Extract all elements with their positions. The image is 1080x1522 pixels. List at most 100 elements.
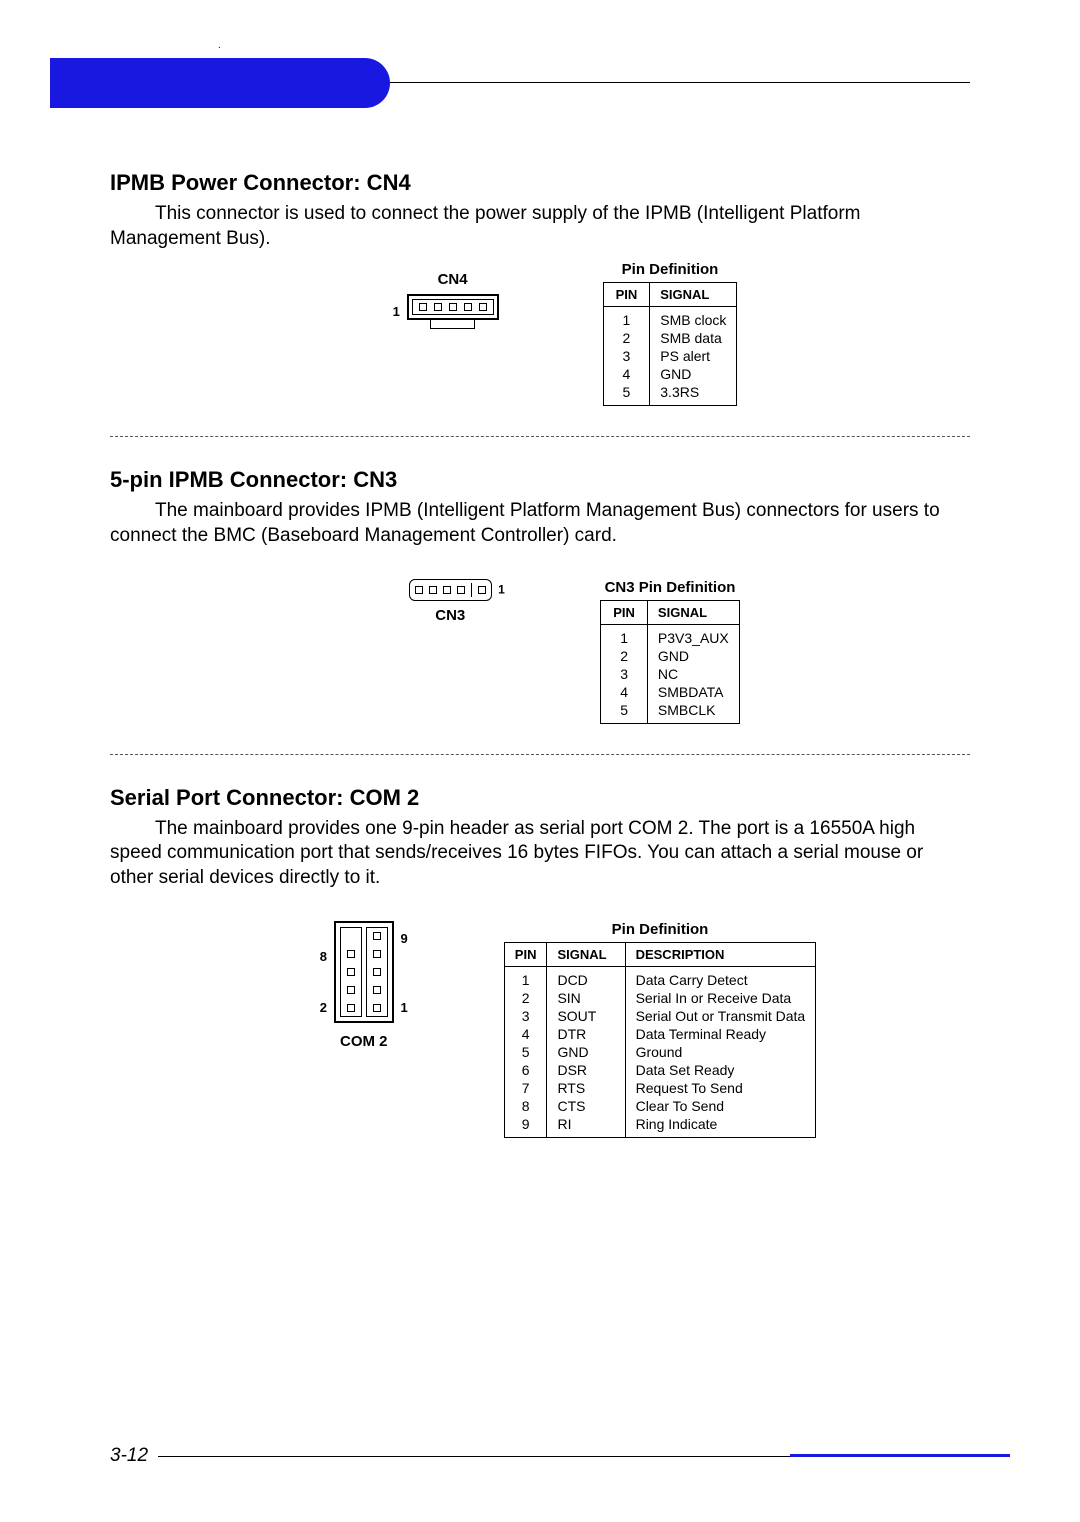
cell-signal: RI (547, 1115, 625, 1138)
cell-pin: 7 (504, 1079, 547, 1097)
cell-pin: 5 (603, 383, 650, 406)
table-row: 1SMB clock (603, 307, 737, 330)
cell-signal: SMB data (650, 329, 737, 347)
section-com2: Serial Port Connector: COM 2 The mainboa… (110, 785, 970, 1138)
connector-pin-icon (434, 303, 442, 311)
cell-pin: 1 (601, 624, 648, 647)
th-pin: PIN (504, 942, 547, 966)
cell-pin: 3 (601, 665, 648, 683)
cell-signal: DCD (547, 966, 625, 989)
th-desc: DESCRIPTION (625, 942, 816, 966)
cell-signal: P3V3_AUX (647, 624, 739, 647)
cell-pin: 3 (603, 347, 650, 365)
table-row: 6DSRData Set Ready (504, 1061, 815, 1079)
cell-pin: 1 (504, 966, 547, 989)
connector-pin-icon (347, 968, 355, 976)
connector-pin-icon (429, 586, 437, 594)
connector-pin-icon (419, 303, 427, 311)
heading-com2: Serial Port Connector: COM 2 (110, 785, 970, 811)
section-cn4: IPMB Power Connector: CN4 This connector… (110, 170, 970, 406)
th-signal: SIGNAL (547, 942, 625, 966)
cell-signal: 3.3RS (650, 383, 737, 406)
connector-pin-icon (464, 303, 472, 311)
cell-pin: 8 (504, 1097, 547, 1115)
page-footer: 3-12 (110, 1445, 970, 1467)
table-row: 2SMB data (603, 329, 737, 347)
table-row: 7RTSRequest To Send (504, 1079, 815, 1097)
cell-pin: 4 (601, 683, 648, 701)
table-row: 3NC (601, 665, 740, 683)
pin1-label-cn3: 1 (498, 582, 505, 596)
connector-pin-icon (373, 968, 381, 976)
th-signal: SIGNAL (647, 600, 739, 624)
table-row: 1P3V3_AUX (601, 624, 740, 647)
table-row: 1DCDData Carry Detect (504, 966, 815, 989)
table-row: 8CTSClear To Send (504, 1097, 815, 1115)
section-divider (110, 436, 970, 437)
cell-signal: SOUT (547, 1007, 625, 1025)
cell-pin: 2 (603, 329, 650, 347)
page-header: . (110, 40, 970, 100)
cell-pin: 6 (504, 1061, 547, 1079)
cell-pin: 9 (504, 1115, 547, 1138)
table-row: 5SMBCLK (601, 701, 740, 724)
cell-pin: 5 (601, 701, 648, 724)
connector-pin-icon (347, 950, 355, 958)
table-row: 5GNDGround (504, 1043, 815, 1061)
cell-pin: 2 (601, 647, 648, 665)
cell-signal: PS alert (650, 347, 737, 365)
cell-desc: Ground (625, 1043, 816, 1061)
table-title-cn4: Pin Definition (603, 261, 738, 278)
section-cn3: 5-pin IPMB Connector: CN3 The mainboard … (110, 467, 970, 723)
cell-desc: Data Terminal Ready (625, 1025, 816, 1043)
header-dot: . (218, 40, 221, 51)
diagram-com2: 9 8 1 2 (334, 921, 394, 1023)
th-signal: SIGNAL (650, 283, 737, 307)
cell-pin: 1 (603, 307, 650, 330)
connector-pin-icon (373, 1004, 381, 1012)
cell-desc: Data Carry Detect (625, 966, 816, 989)
diagram-cn3: 1 (409, 579, 492, 601)
body-cn4: This connector is used to connect the po… (110, 202, 970, 251)
table-row: 3PS alert (603, 347, 737, 365)
cell-desc: Serial Out or Transmit Data (625, 1007, 816, 1025)
connector-pin-icon (478, 586, 486, 594)
cell-signal: SIN (547, 989, 625, 1007)
cell-desc: Serial In or Receive Data (625, 989, 816, 1007)
cell-signal: CTS (547, 1097, 625, 1115)
table-com2: Pin Definition PIN SIGNAL DESCRIPTION 1D… (504, 921, 816, 1138)
th-pin: PIN (603, 283, 650, 307)
header-rule (390, 82, 970, 83)
pin1-label-cn4: 1 (393, 304, 400, 319)
connector-pin-icon (443, 586, 451, 594)
table-cn4: Pin Definition PIN SIGNAL 1SMB clock 2SM… (603, 261, 738, 406)
table-title-com2: Pin Definition (504, 921, 816, 938)
cell-signal: SMBCLK (647, 701, 739, 724)
cell-signal: NC (647, 665, 739, 683)
cell-signal: GND (647, 647, 739, 665)
table-row: 2SINSerial In or Receive Data (504, 989, 815, 1007)
pin2-label: 2 (320, 1000, 327, 1015)
connector-pin-icon (373, 950, 381, 958)
cell-pin: 2 (504, 989, 547, 1007)
footer-blue-rule (790, 1454, 1010, 1457)
cell-signal: DTR (547, 1025, 625, 1043)
cell-desc: Clear To Send (625, 1097, 816, 1115)
connector-pin-icon (479, 303, 487, 311)
body-cn3: The mainboard provides IPMB (Intelligent… (110, 499, 970, 548)
th-pin: PIN (601, 600, 648, 624)
cell-signal: RTS (547, 1079, 625, 1097)
table-row: 2GND (601, 647, 740, 665)
table-row: 53.3RS (603, 383, 737, 406)
section-divider (110, 754, 970, 755)
table-cn3: CN3 Pin Definition PIN SIGNAL 1P3V3_AUX … (600, 579, 740, 724)
pin9-label: 9 (401, 931, 408, 946)
diagram-cn4: 1 (407, 294, 499, 329)
connector-pin-icon (347, 986, 355, 994)
cell-pin: 3 (504, 1007, 547, 1025)
cell-signal: GND (650, 365, 737, 383)
table-row: 4SMBDATA (601, 683, 740, 701)
connector-pin-icon (457, 586, 465, 594)
table-title-cn3: CN3 Pin Definition (600, 579, 740, 596)
cell-pin: 4 (603, 365, 650, 383)
